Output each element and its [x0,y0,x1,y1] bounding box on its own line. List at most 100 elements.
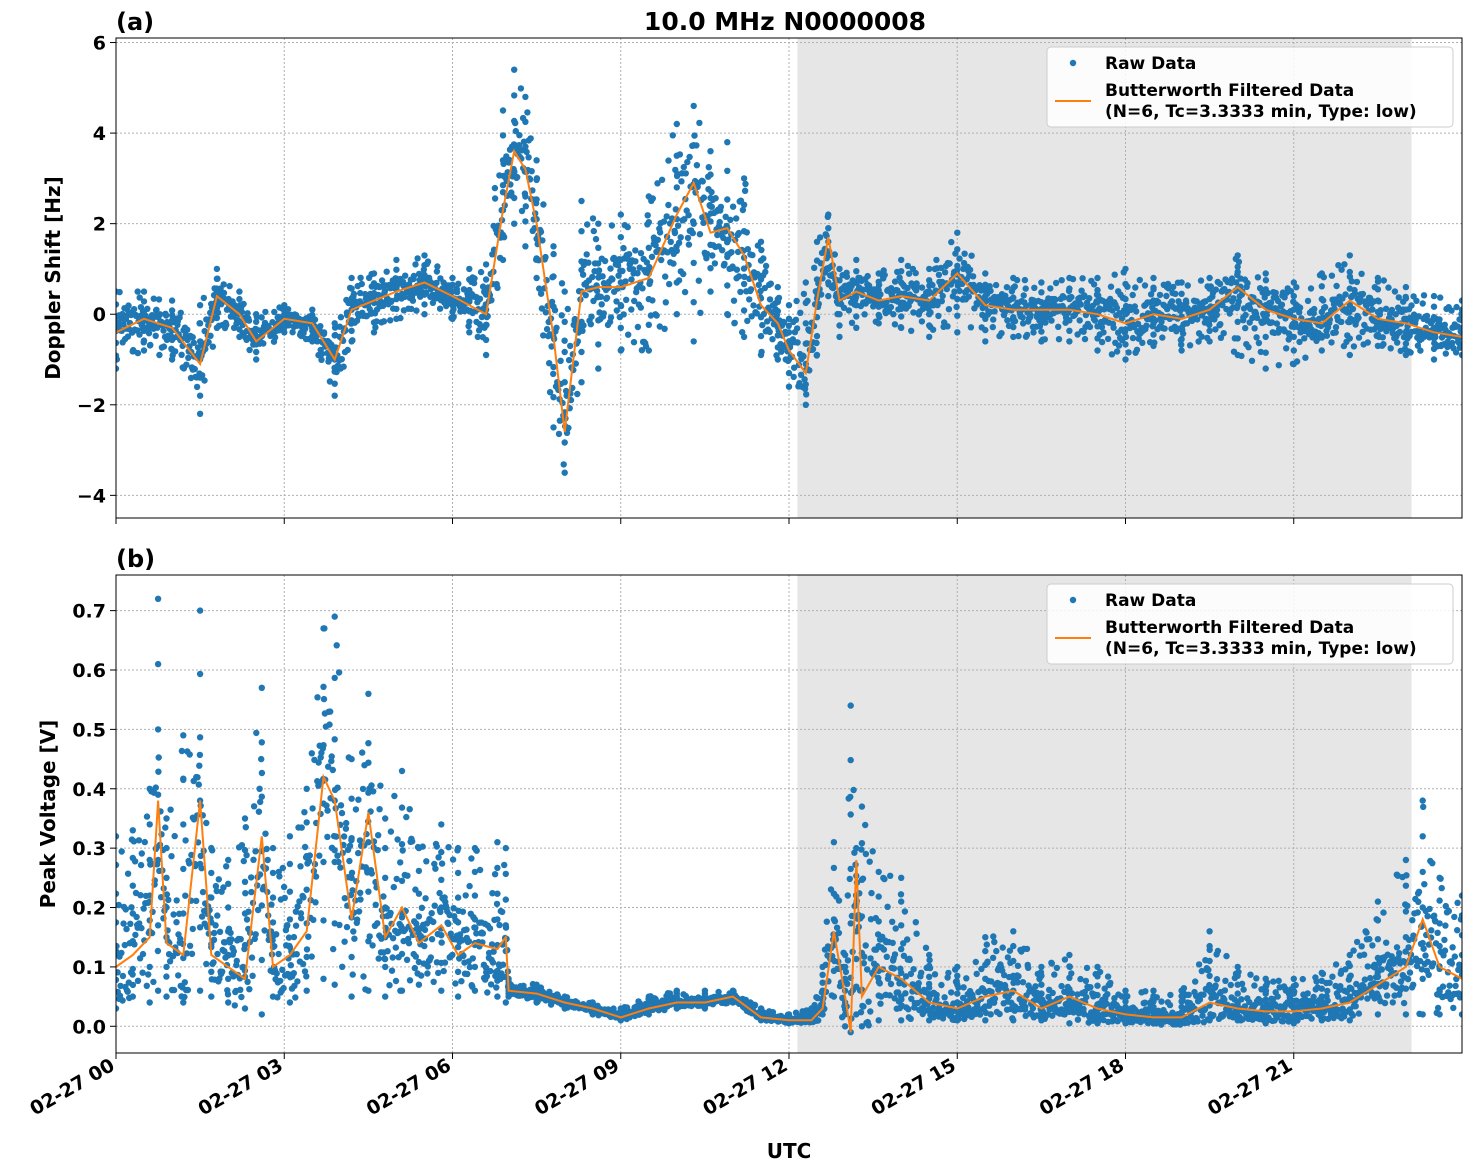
raw-data-point [184,326,191,333]
raw-data-point [231,1002,238,1009]
raw-data-point [708,188,715,196]
raw-data-point [424,970,431,977]
raw-data-point [466,882,473,890]
y-tick-label: −2 [77,395,106,417]
raw-data-point [853,313,860,320]
raw-data-point [348,338,355,345]
raw-data-point [343,819,350,827]
raw-data-point [904,284,911,292]
raw-data-point [1242,311,1249,319]
raw-data-point [1083,964,1091,972]
raw-data-point [330,945,337,953]
raw-data-point [464,970,471,978]
raw-data-points [116,595,1462,1036]
raw-data-point [1131,303,1139,310]
raw-data-point [331,332,338,339]
raw-data-point [320,329,328,336]
raw-data-point [938,298,945,305]
raw-data-point [116,352,120,359]
raw-data-point [954,262,961,270]
raw-data-point [739,206,747,214]
raw-data-point [1147,291,1155,298]
raw-data-point [384,948,391,955]
raw-data-point [1010,294,1017,301]
raw-data-point [669,132,676,139]
raw-data-point [389,954,396,961]
raw-data-point [945,306,953,313]
raw-data-point [902,973,910,980]
raw-data-point [1082,977,1090,985]
raw-data-point [686,153,693,161]
raw-data-point [1031,284,1038,291]
raw-data-point [1150,331,1157,338]
raw-data-point [1296,338,1303,346]
raw-data-point [724,282,731,289]
raw-data-point [325,763,332,770]
raw-data-point [813,351,821,359]
raw-data-point [755,281,762,288]
raw-data-point [764,318,771,325]
raw-data-point [156,351,163,359]
raw-data-point [238,842,246,849]
raw-data-point [268,901,275,908]
raw-data-point [310,916,317,924]
raw-data-point [324,833,331,841]
raw-data-point [825,265,832,273]
raw-data-point [1374,342,1382,350]
y-tick-label: 4 [93,123,106,145]
raw-data-point [331,368,338,375]
raw-data-point [181,993,188,1001]
raw-data-point [757,314,765,321]
raw-data-point [370,309,378,316]
raw-data-point [898,313,905,320]
raw-data-point [213,275,221,282]
raw-data-point [445,920,452,927]
raw-data-point [533,176,540,184]
raw-data-point [785,369,793,377]
raw-data-point [990,316,997,323]
raw-data-point [210,936,218,943]
raw-data-point [327,708,334,715]
raw-data-point [991,938,998,946]
raw-data-point [1388,306,1396,314]
raw-data-point [1206,327,1213,334]
raw-data-point [479,283,487,290]
raw-data-point [705,164,712,171]
raw-data-point [186,942,194,949]
raw-data-point [918,284,926,291]
raw-data-point [1430,335,1438,342]
raw-data-point [850,786,857,794]
raw-data-point [1273,320,1281,327]
raw-data-point [355,849,362,857]
raw-data-point [926,333,933,341]
raw-data-point [724,167,731,174]
raw-data-point [236,295,243,303]
raw-data-point [793,297,800,305]
raw-data-point [342,825,350,832]
raw-data-point [813,238,821,245]
legend-raw-label: Raw Data [1105,54,1196,74]
raw-data-point [169,952,177,960]
raw-data-point [1198,333,1205,340]
raw-data-point [583,251,590,258]
raw-data-point [1083,993,1090,1001]
raw-data-point [1251,325,1258,332]
raw-data-point [460,952,467,959]
raw-data-point [1079,275,1086,282]
raw-data-point [1235,258,1243,265]
raw-data-point [539,237,546,244]
raw-data-point [625,331,632,338]
raw-data-point [689,229,696,237]
raw-data-point [165,896,172,904]
raw-data-point [433,843,440,850]
raw-data-point [302,325,309,332]
raw-data-point [589,215,597,222]
raw-data-point [1094,299,1101,306]
raw-data-point [609,276,616,283]
raw-data-point [802,299,809,307]
raw-data-point [662,273,669,280]
raw-data-point [665,201,672,209]
raw-data-point [592,235,600,243]
raw-data-point [285,934,293,941]
raw-data-point [1076,317,1083,324]
